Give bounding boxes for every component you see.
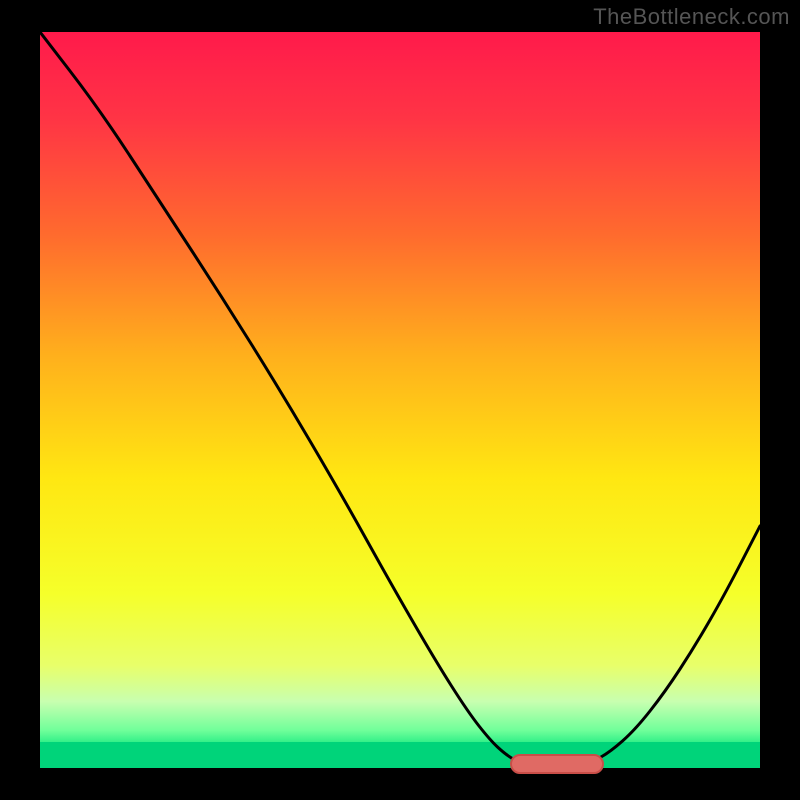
optimal-range-marker [510,754,604,774]
chart-frame: TheBottleneck.com [0,0,800,800]
bottleneck-curve [40,32,760,768]
plot-area [40,32,760,768]
curve-path [40,32,760,766]
watermark-text: TheBottleneck.com [593,4,790,30]
